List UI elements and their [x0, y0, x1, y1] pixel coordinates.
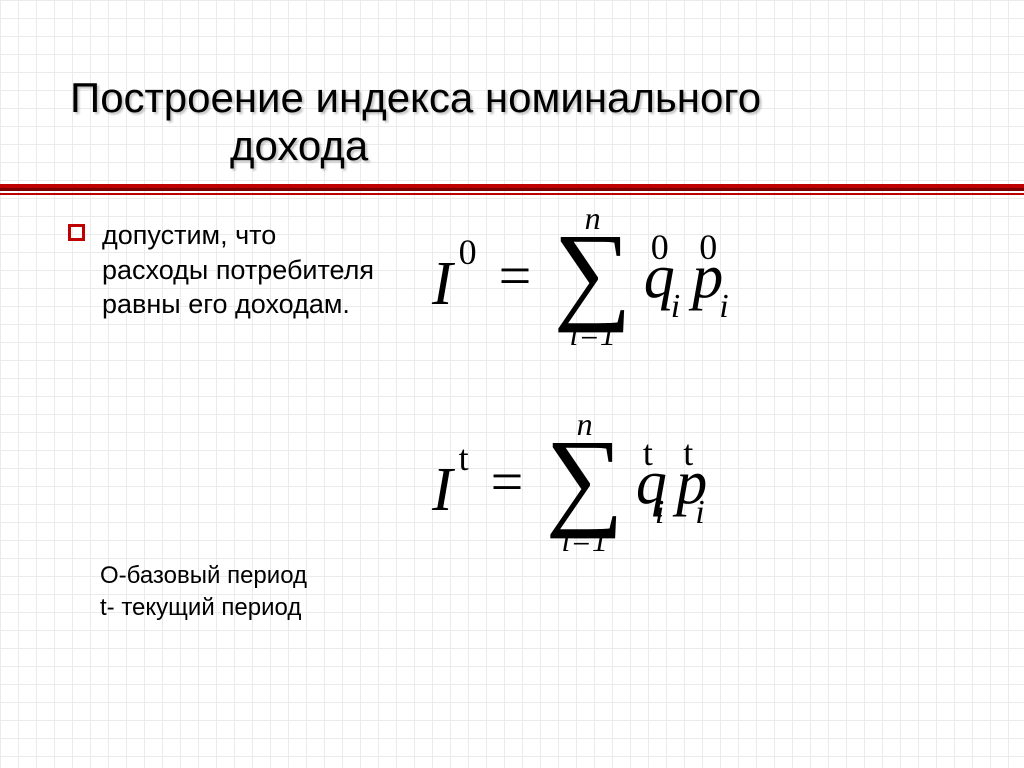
slide-title: Построение индекса номинального дохода [70, 74, 984, 171]
title-line-2: дохода [70, 122, 984, 170]
sigma-icon: n ∑ i=1 [553, 202, 631, 350]
title-underline [0, 184, 1024, 195]
square-bullet-icon [68, 224, 85, 241]
formula-current-period: It = n ∑ i=1 qti pti [432, 408, 705, 556]
formula-base-period: I0 = n ∑ i=1 q0i p0i [432, 202, 729, 350]
note-line-1: О-базовый период [100, 560, 420, 592]
bullet-item: допустим, что расходы потребителя равны … [68, 218, 388, 322]
legend-notes: О-базовый период t- текущий период [100, 560, 420, 625]
title-line-1: Построение индекса номинального [70, 74, 761, 121]
sigma-icon: n ∑ i=1 [545, 408, 623, 556]
bullet-text: допустим, что расходы потребителя равны … [102, 218, 388, 322]
note-line-2: t- текущий период [100, 592, 420, 624]
